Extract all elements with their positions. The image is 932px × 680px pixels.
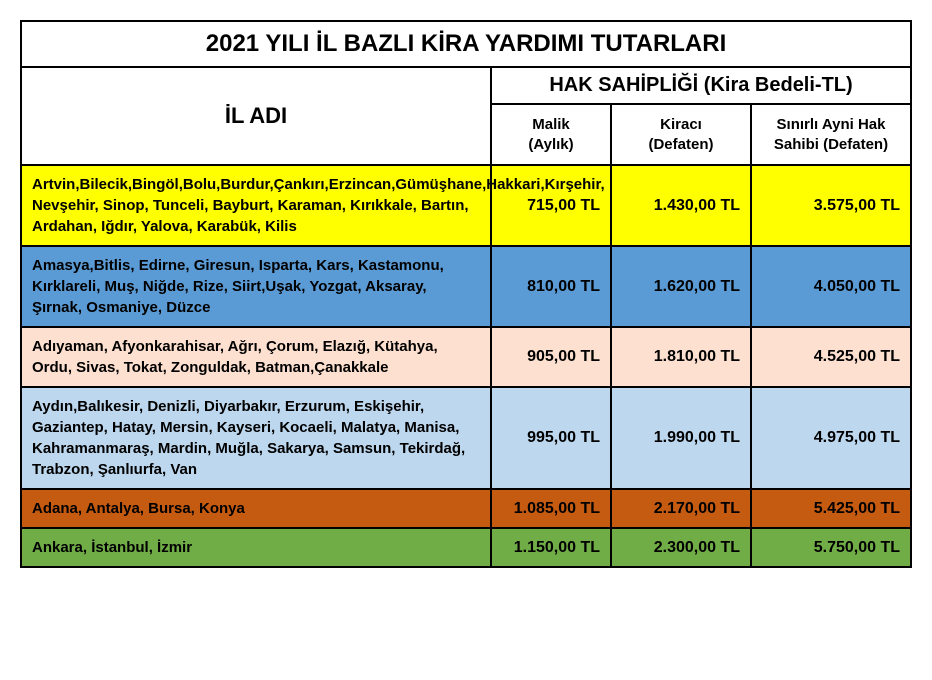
cell-kiraci: 1.430,00 TL [611, 165, 751, 246]
table-wrapper: 2021 YILI İL BAZLI KİRA YARDIMI TUTARLAR… [20, 20, 912, 568]
cell-provinces: Ankara, İstanbul, İzmir [21, 528, 491, 567]
cell-provinces: Artvin,Bilecik,Bingöl,Bolu,Burdur,Çankır… [21, 165, 491, 246]
header-malik-l2: (Aylık) [528, 136, 573, 153]
header-kiraci-l1: Kiracı [660, 116, 702, 133]
cell-sinirli: 5.750,00 TL [751, 528, 911, 567]
cell-provinces: Amasya,Bitlis, Edirne, Giresun, Isparta,… [21, 246, 491, 327]
table-row: Amasya,Bitlis, Edirne, Giresun, Isparta,… [21, 246, 911, 327]
header-sinirli-l2: Sahibi (Defaten) [774, 136, 888, 153]
table-row: Ankara, İstanbul, İzmir 1.150,00 TL 2.30… [21, 528, 911, 567]
cell-kiraci: 2.170,00 TL [611, 489, 751, 528]
table-title: 2021 YILI İL BAZLI KİRA YARDIMI TUTARLAR… [21, 21, 911, 67]
cell-kiraci: 1.810,00 TL [611, 327, 751, 387]
cell-sinirli: 3.575,00 TL [751, 165, 911, 246]
cell-kiraci: 2.300,00 TL [611, 528, 751, 567]
col-header-provinces: İL ADI [21, 67, 491, 165]
cell-sinirli: 4.975,00 TL [751, 387, 911, 489]
cell-kiraci: 1.990,00 TL [611, 387, 751, 489]
cell-malik: 905,00 TL [491, 327, 611, 387]
cell-provinces: Adana, Antalya, Bursa, Konya [21, 489, 491, 528]
col-header-kiraci: Kiracı (Defaten) [611, 104, 751, 165]
cell-provinces: Adıyaman, Afyonkarahisar, Ağrı, Çorum, E… [21, 327, 491, 387]
table-row: Aydın,Balıkesir, Denizli, Diyarbakır, Er… [21, 387, 911, 489]
cell-sinirli: 4.050,00 TL [751, 246, 911, 327]
header-malik-l1: Malik [532, 116, 570, 133]
cell-malik: 810,00 TL [491, 246, 611, 327]
cell-malik: 1.150,00 TL [491, 528, 611, 567]
col-header-sinirli: Sınırlı Ayni Hak Sahibi (Defaten) [751, 104, 911, 165]
cell-malik: 995,00 TL [491, 387, 611, 489]
table-row: Artvin,Bilecik,Bingöl,Bolu,Burdur,Çankır… [21, 165, 911, 246]
cell-sinirli: 4.525,00 TL [751, 327, 911, 387]
cell-kiraci: 1.620,00 TL [611, 246, 751, 327]
header-kiraci-l2: (Defaten) [648, 136, 713, 153]
cell-sinirli: 5.425,00 TL [751, 489, 911, 528]
cell-malik: 1.085,00 TL [491, 489, 611, 528]
table-row: Adana, Antalya, Bursa, Konya 1.085,00 TL… [21, 489, 911, 528]
header-sinirli-l1: Sınırlı Ayni Hak [777, 116, 886, 133]
kira-table: 2021 YILI İL BAZLI KİRA YARDIMI TUTARLAR… [20, 20, 912, 568]
col-group-header: HAK SAHİPLİĞİ (Kira Bedeli-TL) [491, 67, 911, 104]
cell-provinces: Aydın,Balıkesir, Denizli, Diyarbakır, Er… [21, 387, 491, 489]
table-row: Adıyaman, Afyonkarahisar, Ağrı, Çorum, E… [21, 327, 911, 387]
col-header-malik: Malik (Aylık) [491, 104, 611, 165]
